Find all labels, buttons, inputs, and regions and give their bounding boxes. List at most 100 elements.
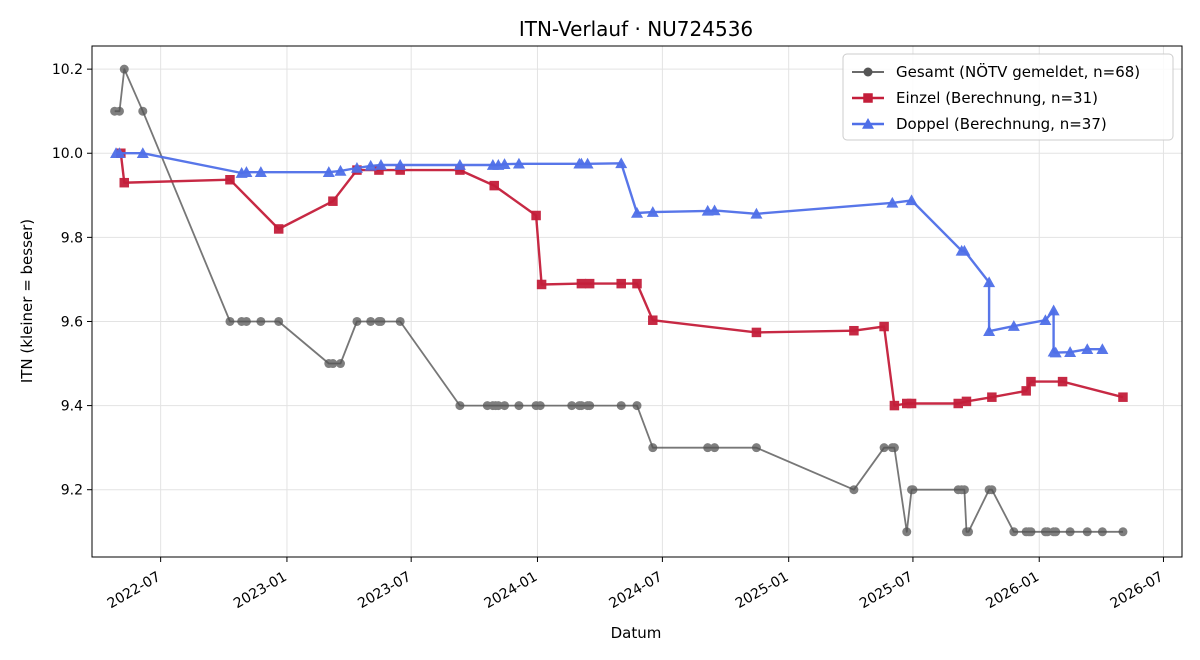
- data-point: [567, 401, 577, 411]
- data-point: [514, 401, 524, 411]
- data-point: [531, 210, 541, 221]
- data-point: [1065, 527, 1075, 537]
- data-point: [863, 93, 873, 103]
- data-point: [750, 207, 763, 219]
- y-tick-label: 9.6: [61, 314, 83, 330]
- data-point: [631, 206, 643, 218]
- y-tick-label: 9.4: [61, 399, 83, 415]
- data-point: [708, 204, 721, 216]
- series-layer: [110, 64, 1128, 537]
- data-point: [961, 396, 972, 407]
- data-point: [256, 316, 266, 326]
- data-point: [241, 316, 251, 326]
- data-point: [350, 161, 363, 173]
- data-point: [1118, 527, 1128, 537]
- data-point: [334, 164, 347, 176]
- series-markers: [110, 64, 1128, 537]
- data-point: [328, 359, 338, 369]
- data-point: [889, 443, 899, 453]
- legend-label: Gesamt (NÖTV gemeldet, n=68): [896, 62, 1140, 81]
- data-point: [751, 327, 762, 338]
- data-point: [1026, 376, 1036, 387]
- data-point: [905, 194, 918, 206]
- data-point: [535, 401, 545, 411]
- data-point: [908, 485, 918, 495]
- data-point: [453, 159, 466, 170]
- data-point: [113, 147, 126, 159]
- data-point: [1021, 386, 1031, 396]
- data-point: [616, 278, 626, 289]
- data-point: [959, 485, 969, 495]
- data-point: [489, 180, 499, 191]
- data-point: [536, 279, 547, 290]
- data-point: [455, 401, 465, 411]
- data-point: [138, 106, 148, 116]
- data-point: [376, 316, 386, 326]
- y-tick-label: 10.2: [52, 62, 83, 78]
- y-tick-label: 9.8: [61, 230, 83, 246]
- data-point: [585, 401, 595, 411]
- data-point: [498, 158, 511, 169]
- data-point: [1007, 320, 1020, 331]
- data-point: [710, 443, 720, 453]
- chart-title: ITN-Verlauf · NU724536: [519, 17, 753, 41]
- data-point: [886, 196, 899, 208]
- data-point: [119, 64, 129, 74]
- data-point: [987, 392, 997, 402]
- data-point: [1097, 527, 1107, 537]
- data-point: [374, 159, 387, 170]
- data-point: [584, 278, 595, 289]
- legend-label: Doppel (Berechnung, n=37): [896, 115, 1107, 133]
- series-triangle: [110, 147, 1109, 358]
- data-point: [632, 401, 642, 411]
- data-point: [906, 398, 917, 409]
- data-point: [322, 166, 335, 177]
- data-point: [646, 206, 659, 217]
- data-point: [615, 157, 628, 169]
- data-point: [394, 159, 407, 170]
- data-point: [493, 401, 503, 411]
- data-point: [374, 165, 384, 175]
- legend: Gesamt (NÖTV gemeldet, n=68) Einzel (Bere…: [842, 53, 1174, 141]
- data-point: [335, 359, 345, 369]
- data-point: [1042, 527, 1052, 537]
- data-point: [958, 244, 971, 256]
- data-point: [328, 196, 338, 206]
- data-point: [849, 325, 859, 336]
- data-point: [240, 166, 253, 177]
- data-point: [902, 527, 912, 537]
- data-point: [983, 276, 996, 288]
- data-point: [352, 316, 362, 326]
- data-point: [1081, 343, 1094, 355]
- data-point: [576, 278, 587, 289]
- data-point: [581, 157, 594, 169]
- series-line: [116, 151, 1103, 354]
- data-point: [983, 325, 996, 336]
- data-point: [1096, 343, 1109, 355]
- data-point: [703, 443, 713, 453]
- data-point: [366, 316, 376, 326]
- data-point: [455, 165, 465, 175]
- y-tick-label: 9.2: [61, 483, 83, 499]
- data-point: [964, 527, 974, 537]
- data-point: [879, 443, 889, 453]
- data-point: [1009, 527, 1019, 537]
- data-point: [632, 278, 642, 289]
- data-point: [225, 316, 235, 326]
- data-point: [395, 165, 405, 175]
- data-point: [1082, 527, 1092, 537]
- data-point: [114, 106, 124, 116]
- data-point: [616, 401, 626, 411]
- data-point: [1039, 314, 1052, 326]
- series-markers: [110, 147, 1109, 358]
- x-axis-label: Datum: [611, 624, 662, 642]
- data-point: [1064, 346, 1077, 357]
- data-point: [1118, 392, 1128, 402]
- data-point: [751, 443, 761, 453]
- data-point: [1047, 304, 1060, 316]
- legend-label: Einzel (Berechnung, n=31): [896, 89, 1098, 107]
- data-point: [119, 177, 130, 188]
- data-point: [879, 321, 889, 332]
- data-point: [1051, 527, 1061, 537]
